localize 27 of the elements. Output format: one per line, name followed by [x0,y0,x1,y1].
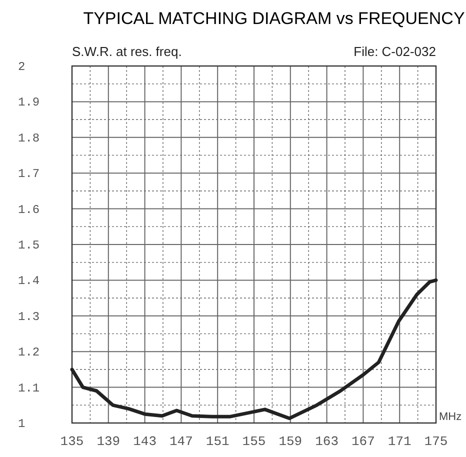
x-tick-label: 171 [388,434,412,449]
y-tick-label: 1.8 [18,131,40,146]
y-tick-label: 1.4 [18,274,40,288]
y-tick-label: 2 [18,60,26,74]
x-tick-label: 135 [60,434,84,449]
y-tick-label: 1.7 [18,167,40,182]
x-tick-label: 147 [169,434,193,449]
y-tick-label: 1.2 [18,346,40,360]
x-tick-label: 139 [96,434,120,449]
x-tick-label: 155 [242,434,266,449]
x-tick-label: 167 [351,434,375,449]
line-series [70,278,438,420]
y-tick-label: 1.6 [18,202,40,217]
y-tick-label: 1.1 [18,381,40,396]
chart-title: TYPICAL MATCHING DIAGRAM vs FREQUENCY [83,9,465,28]
x-tick-label: 159 [278,434,302,449]
y-tick-label: 1 [18,417,26,431]
text: File: C-02-032 [354,44,436,59]
x-tick-label: 151 [206,434,230,449]
x-tick-label: 163 [315,434,339,449]
y-tick-label: 1.9 [18,96,40,110]
x-axis-title: MHz [439,411,462,423]
x-tick-label: 175 [424,434,448,449]
y-axis-title: S.W.R. at res. freq. [72,44,182,59]
y-tick-label: 1.5 [18,238,40,252]
y-tick-label: 1.3 [18,310,40,324]
x-tick-label: 143 [133,434,157,449]
